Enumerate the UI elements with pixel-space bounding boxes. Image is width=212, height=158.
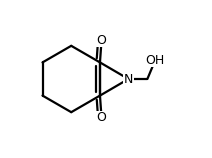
Text: N: N — [124, 73, 133, 85]
Text: OH: OH — [146, 54, 165, 67]
Text: O: O — [97, 34, 106, 47]
Text: O: O — [97, 111, 106, 124]
